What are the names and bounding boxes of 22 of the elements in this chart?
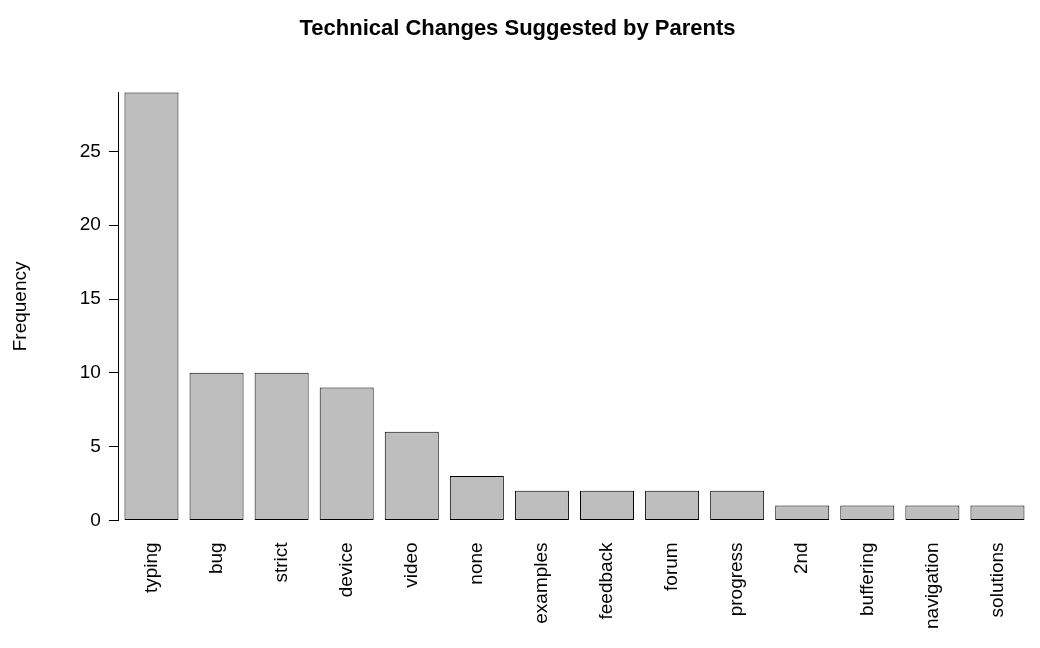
x-tick-label: buffering <box>855 542 877 616</box>
y-tick-label: 10 <box>79 361 101 383</box>
x-tick-label: forum <box>660 542 682 591</box>
x-tick-label: 2nd <box>790 542 812 575</box>
x-tick-label: video <box>400 542 422 588</box>
y-tick-label: 20 <box>79 213 101 235</box>
x-tick-label: navigation <box>920 542 942 629</box>
x-tick-label: device <box>334 542 356 598</box>
x-tick-label: progress <box>725 542 747 617</box>
y-tick-label: 0 <box>90 508 101 530</box>
x-tick-label: solutions <box>985 542 1007 618</box>
x-tick-label: feedback <box>595 541 617 620</box>
x-tick-label: typing <box>139 542 161 594</box>
chart-title: Technical Changes Suggested by Parents <box>299 15 736 41</box>
y-tick-label: 25 <box>79 139 101 161</box>
x-tick-label: bug <box>204 542 226 575</box>
x-tick-label: examples <box>530 542 552 624</box>
y-tick-label: 15 <box>79 287 101 309</box>
x-tick-label: none <box>465 542 487 585</box>
x-tick-label: strict <box>269 541 291 583</box>
y-axis-title: Frequency <box>8 261 30 352</box>
y-tick-label: 5 <box>90 434 101 456</box>
